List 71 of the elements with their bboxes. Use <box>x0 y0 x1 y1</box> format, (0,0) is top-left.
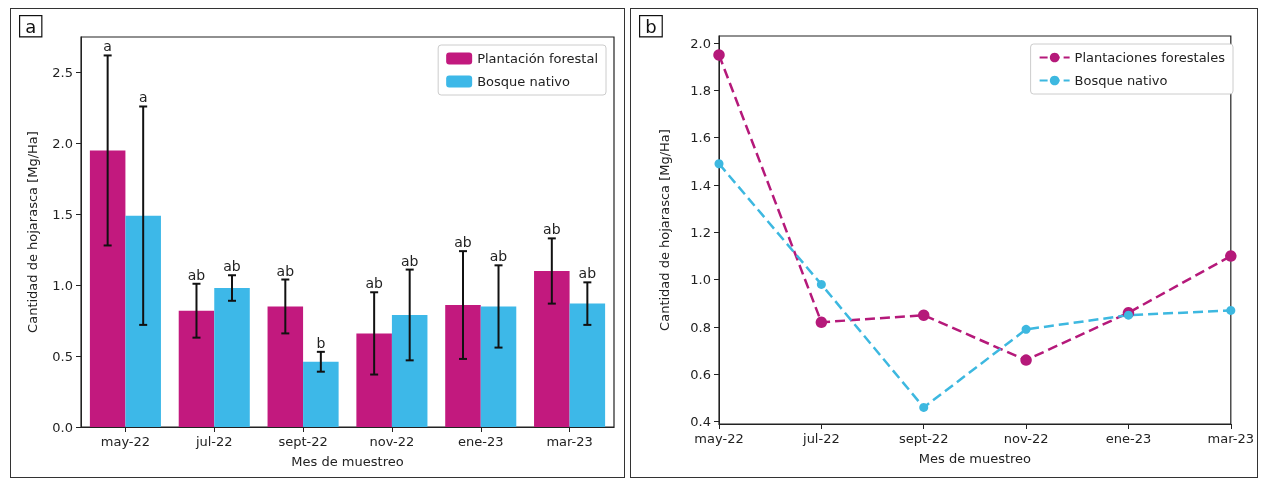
y-tick-label: 1.0 <box>690 272 711 288</box>
x-axis-title: Mes de muestreo <box>291 454 404 469</box>
text: b <box>645 15 657 37</box>
y-tick-label: 1.6 <box>690 130 711 146</box>
annotation: ab <box>365 275 383 292</box>
x-tick-label: mar-23 <box>1207 431 1255 446</box>
annotation: ab <box>489 248 508 265</box>
y-axis-title: Cantidad de hojarasca [Mg/Ha] <box>657 129 672 331</box>
annotation: ab <box>187 266 206 283</box>
bar <box>267 306 304 427</box>
x-tick-label: nov-22 <box>369 434 415 449</box>
bar <box>214 288 250 427</box>
annotation: ab <box>454 234 472 251</box>
bar <box>534 271 570 427</box>
x-tick-label: sept-22 <box>278 434 328 449</box>
y-tick-label: 0.6 <box>690 366 711 382</box>
annotation: ab <box>543 221 561 238</box>
x-tick-label: nov-22 <box>1003 431 1049 446</box>
y-tick-label: 1.0 <box>52 277 73 293</box>
x-tick-label: may-22 <box>694 431 744 446</box>
y-tick-label: 1.5 <box>52 206 73 222</box>
y-tick-label: 0.0 <box>52 419 73 435</box>
point <box>714 159 724 169</box>
point <box>1226 305 1236 315</box>
x-tick-label: jul-22 <box>194 434 233 449</box>
y-tick-label: 0.8 <box>690 319 711 335</box>
bar <box>125 215 161 427</box>
y-tick-label: 2.0 <box>690 35 711 51</box>
point <box>815 316 828 329</box>
y-tick-label: 0.5 <box>52 348 73 364</box>
point <box>1021 324 1031 334</box>
annotation: b <box>316 334 326 351</box>
bar <box>89 150 126 427</box>
annotation: ab <box>578 265 597 282</box>
annotation: a <box>138 89 148 106</box>
point <box>919 402 929 412</box>
x-tick-label: ene-23 <box>1105 431 1152 446</box>
x-tick-label: sept-22 <box>899 431 949 446</box>
annotation: ab <box>276 262 295 279</box>
bar <box>356 333 392 427</box>
y-tick-label: 1.8 <box>690 82 711 98</box>
annotation: a <box>103 38 112 55</box>
legend-label: Plantación forestal <box>477 51 598 66</box>
legend-label: Bosque nativo <box>477 74 571 89</box>
x-tick-label: may-22 <box>100 434 151 449</box>
bar <box>480 306 517 427</box>
point <box>816 279 826 289</box>
y-tick-label: 1.4 <box>690 177 711 193</box>
annotation: ab <box>400 252 419 269</box>
y-tick-label: 2.5 <box>52 64 73 80</box>
point <box>1225 250 1237 262</box>
bar <box>391 314 428 427</box>
point <box>1020 354 1032 366</box>
text: a <box>25 15 37 37</box>
y-tick-label: 1.2 <box>690 224 711 240</box>
y-tick-label: 0.4 <box>690 414 711 430</box>
x-axis-title: Mes de muestreo <box>918 451 1032 466</box>
x-tick-label: jul-22 <box>802 431 840 446</box>
bar <box>445 305 481 427</box>
y-axis-title: Cantidad de hojarasca [Mg/Ha] <box>25 131 40 333</box>
point <box>917 309 930 321</box>
bar <box>178 310 215 427</box>
x-tick-label: mar-23 <box>546 434 593 449</box>
x-tick-label: ene-23 <box>458 434 504 449</box>
legend-label: Bosque nativo <box>1074 73 1168 88</box>
bar <box>569 303 606 427</box>
point <box>713 49 725 61</box>
annotation: ab <box>223 258 241 275</box>
y-tick-label: 2.0 <box>52 135 73 151</box>
bar <box>303 361 339 427</box>
legend-label: Plantaciones forestales <box>1074 50 1226 65</box>
